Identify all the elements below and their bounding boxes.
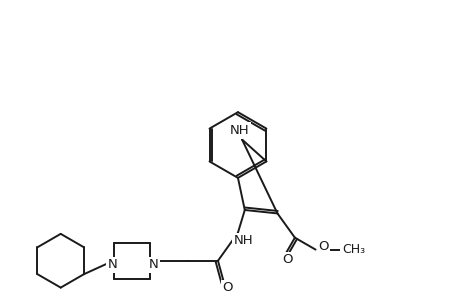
Text: N: N xyxy=(148,258,158,271)
Text: O: O xyxy=(318,240,328,253)
Text: CH₃: CH₃ xyxy=(341,243,364,256)
Text: N: N xyxy=(107,258,117,271)
Text: O: O xyxy=(282,253,292,266)
Text: O: O xyxy=(222,281,233,294)
Text: NH: NH xyxy=(230,124,249,137)
Text: NH: NH xyxy=(234,234,253,247)
